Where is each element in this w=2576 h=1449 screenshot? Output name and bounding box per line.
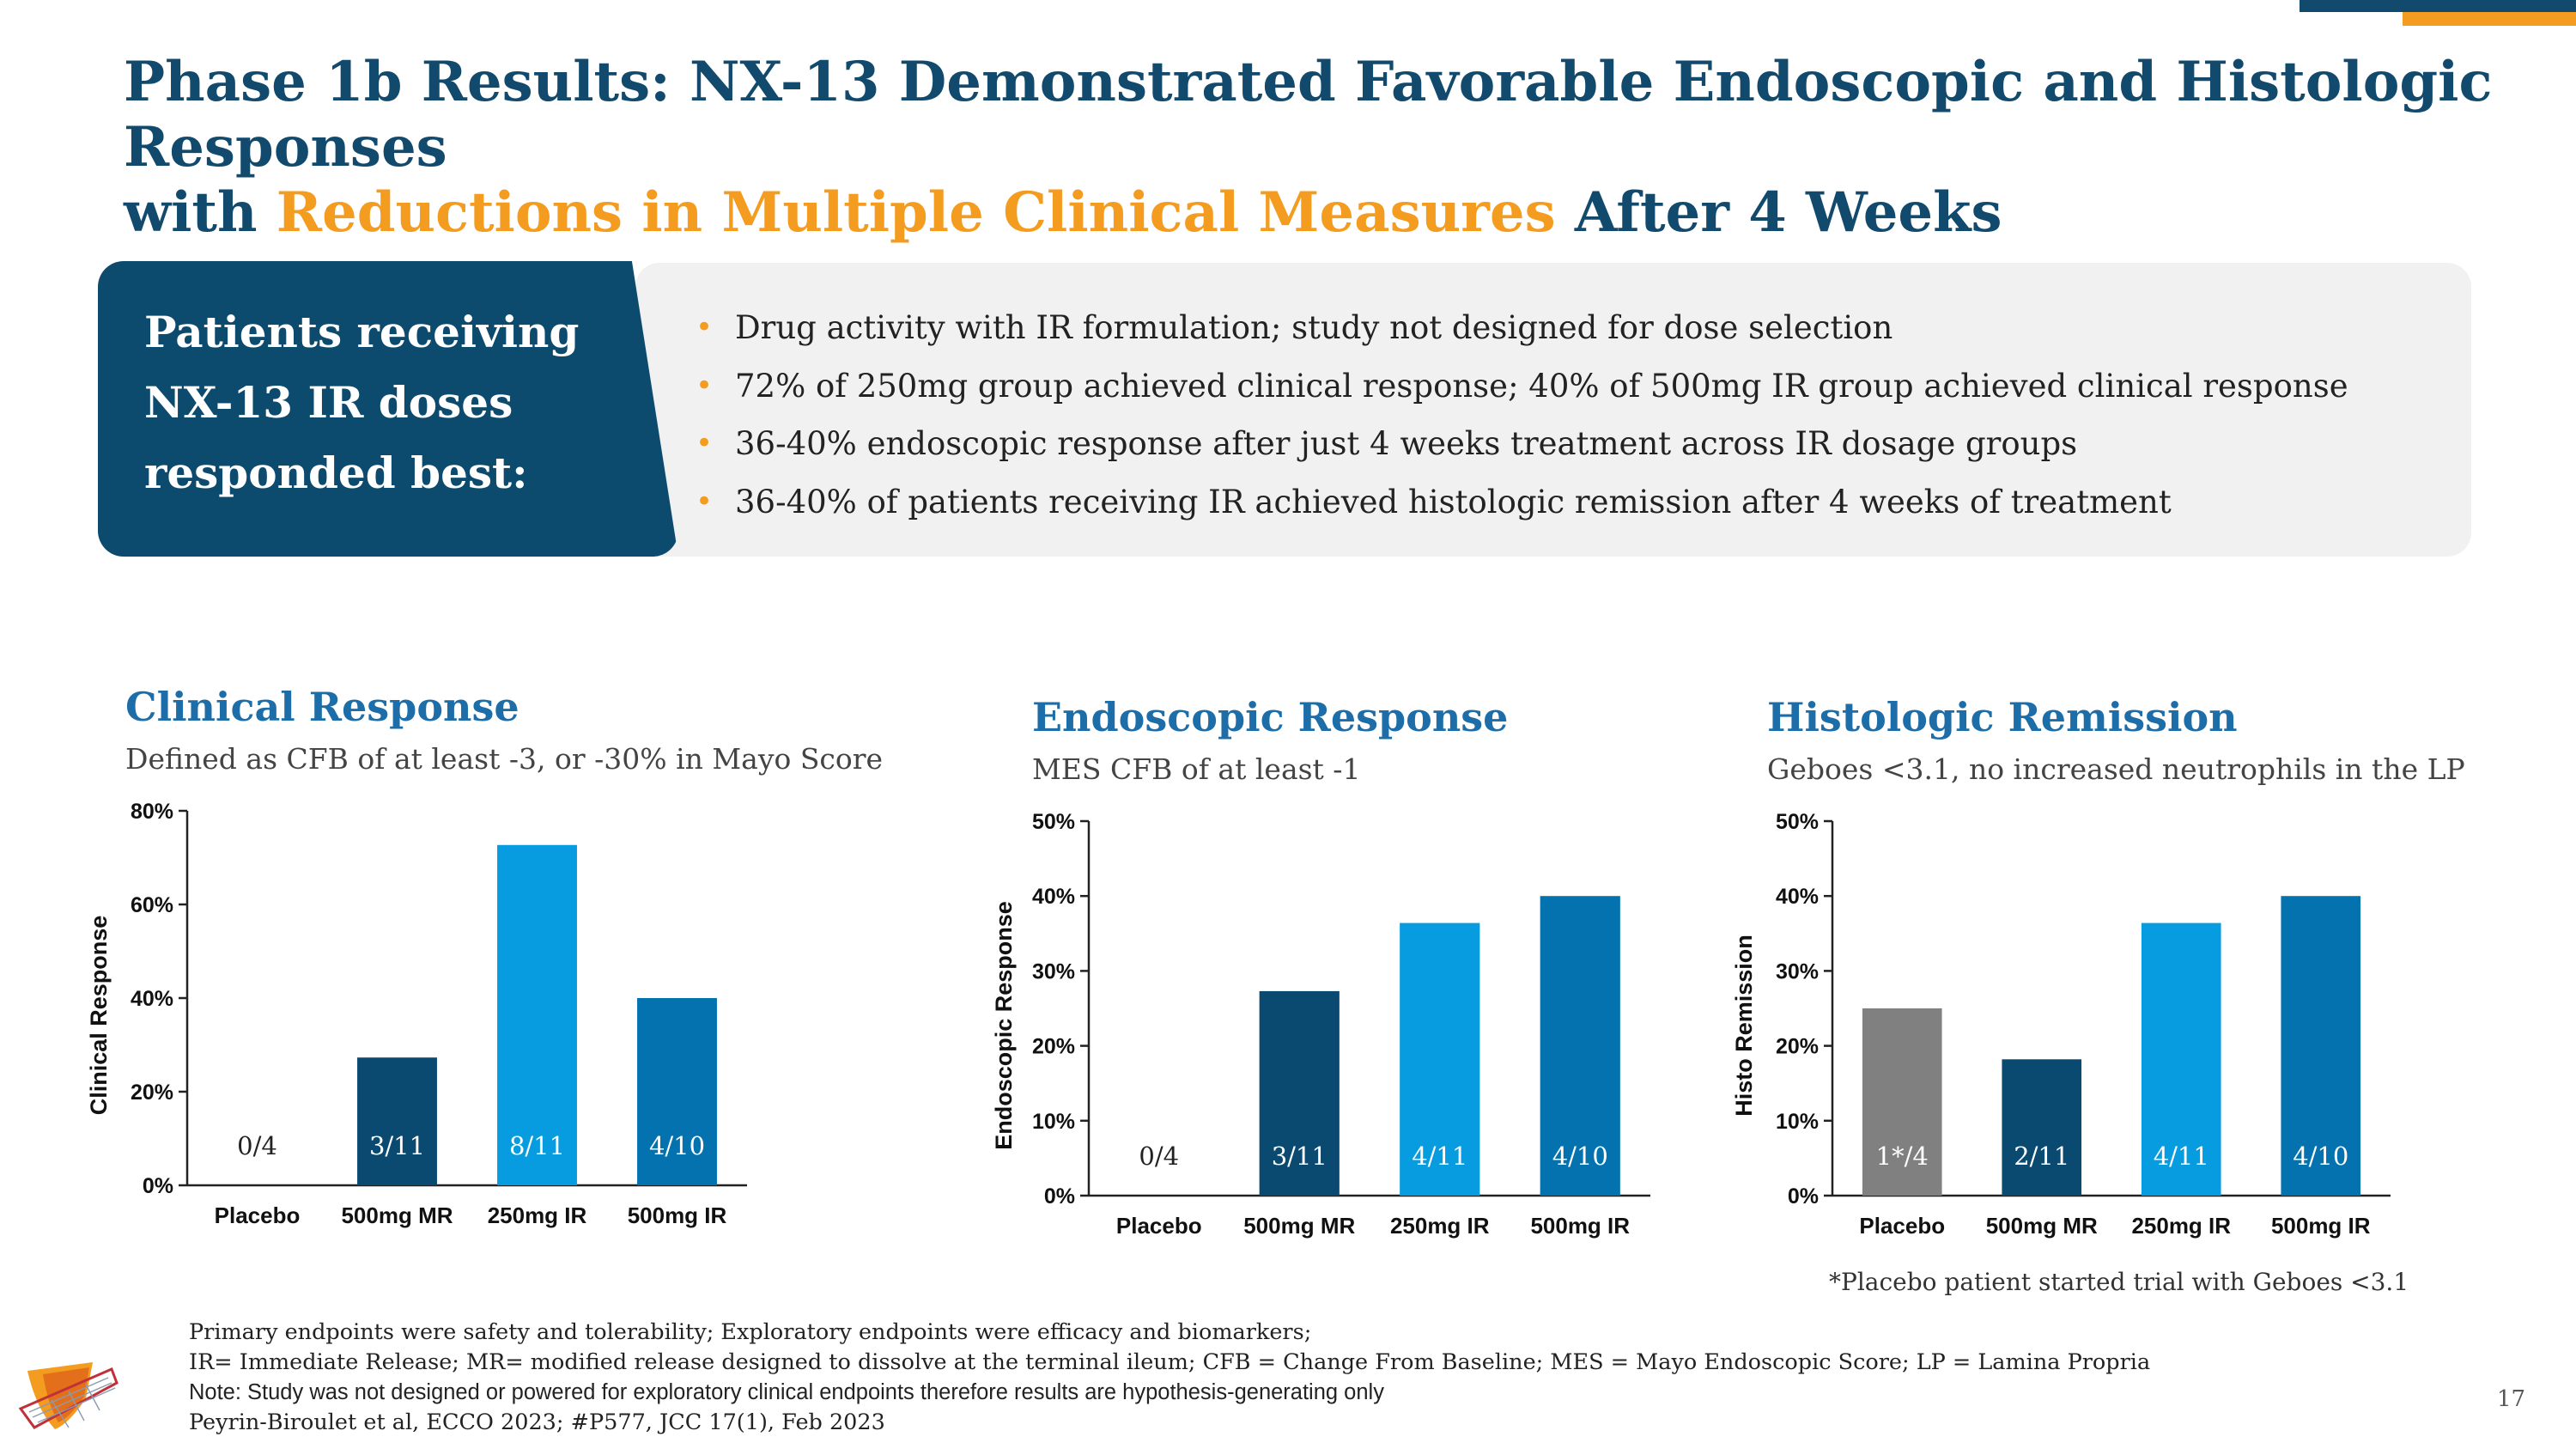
footer-line: Primary endpoints were safety and tolera… (189, 1319, 1312, 1345)
y-tick-label: 40% (1776, 885, 1819, 909)
title-line-2-suffix: After 4 Weeks (1555, 180, 2002, 245)
chart-title-clinical: Clinical Response (125, 684, 519, 730)
bar (1862, 1008, 1942, 1196)
bar (357, 1057, 437, 1185)
y-tick-label: 20% (131, 1081, 173, 1105)
top-accent-bar-gold (2403, 12, 2576, 26)
bullet-dot-icon: • (696, 368, 714, 403)
y-tick-label: 0% (1788, 1184, 1819, 1209)
callout-panel (635, 263, 2471, 557)
y-tick-label: 50% (1776, 810, 1819, 834)
company-logo-icon (18, 1362, 118, 1429)
bar (637, 998, 717, 1185)
page-number: 17 (2497, 1386, 2526, 1412)
data-label: 1*/4 (1876, 1142, 1929, 1171)
data-label: 0/4 (1139, 1142, 1179, 1171)
bar (497, 844, 577, 1185)
data-label: 2/11 (2014, 1142, 2069, 1171)
x-tick-label: 500mg MR (1243, 1213, 1355, 1239)
y-tick-label: 30% (1032, 959, 1075, 983)
bar (2002, 1059, 2082, 1196)
footer-line: IR= Immediate Release; MR= modified rele… (189, 1349, 2151, 1375)
bullet-dot-icon: • (696, 426, 714, 460)
slide-title: Phase 1b Results: NX-13 Demonstrated Fav… (124, 50, 2528, 246)
bullet-dot-icon: • (696, 310, 714, 344)
chart-subtitle-histologic: Geboes <3.1, no increased neutrophils in… (1767, 752, 2465, 786)
x-tick-label: 500mg IR (628, 1202, 727, 1228)
y-tick-label: 40% (131, 987, 173, 1011)
callout-bullet: • Drug activity with IR formulation; stud… (692, 299, 2452, 357)
y-axis-title: Histo Remission (1731, 935, 1757, 1117)
bar (1540, 896, 1620, 1196)
title-highlight: Reductions in Multiple Clinical Measures (276, 180, 1556, 245)
x-tick-label: Placebo (215, 1202, 301, 1228)
title-line-1: Phase 1b Results: NX-13 Demonstrated Fav… (124, 50, 2493, 180)
callout-bullet-text: Drug activity with IR formulation; study… (735, 309, 1893, 346)
callout-bullet: • 36-40% endoscopic response after just 4… (692, 415, 2452, 473)
title-line-2-prefix: with (124, 180, 276, 245)
callout-box: Patients receiving NX-13 IR doses respon… (98, 261, 678, 557)
x-tick-label: 250mg IR (1390, 1213, 1490, 1239)
histologic-footnote: *Placebo patient started trial with Gebo… (1829, 1268, 2409, 1296)
chart-subtitle-clinical: Defined as CFB of at least -3, or -30% i… (125, 742, 884, 776)
top-accent-bar-navy (2300, 0, 2576, 12)
data-label: 8/11 (509, 1131, 565, 1160)
callout-bullet-text: 72% of 250mg group achieved clinical res… (735, 367, 2348, 405)
bar (2281, 896, 2361, 1196)
x-tick-label: 250mg IR (488, 1202, 587, 1228)
callout-box-text: Patients receiving NX-13 IR doses respon… (144, 307, 580, 498)
data-label: 4/10 (2293, 1142, 2348, 1171)
x-tick-label: 250mg IR (2131, 1213, 2231, 1239)
footer-notes: Primary endpoints were safety and tolera… (189, 1318, 2336, 1438)
y-tick-label: 10% (1776, 1110, 1819, 1134)
data-label: 4/10 (649, 1131, 705, 1160)
data-label: 3/11 (369, 1131, 425, 1160)
y-tick-label: 0% (1044, 1184, 1075, 1209)
data-label: 4/11 (1412, 1142, 1467, 1171)
callout-bullet: • 72% of 250mg group achieved clinical re… (692, 357, 2452, 416)
y-tick-label: 10% (1032, 1110, 1075, 1134)
x-tick-label: 500mg IR (1530, 1213, 1630, 1239)
x-tick-label: Placebo (1859, 1213, 1945, 1239)
chart-title-histologic: Histologic Remission (1767, 694, 2238, 740)
chart-subtitle-endoscopic: MES CFB of at least -1 (1032, 752, 1361, 786)
data-label: 3/11 (1272, 1142, 1327, 1171)
y-tick-label: 40% (1032, 885, 1075, 909)
callout-bullet-list: • Drug activity with IR formulation; stud… (692, 299, 2452, 531)
y-tick-label: 20% (1776, 1035, 1819, 1059)
x-tick-label: Placebo (1116, 1213, 1202, 1239)
data-label: 4/11 (2154, 1142, 2209, 1171)
y-tick-label: 60% (131, 893, 173, 917)
bullet-dot-icon: • (696, 484, 714, 519)
bar (2141, 922, 2221, 1196)
y-tick-label: 80% (131, 800, 173, 824)
footer-line: Peyrin-Biroulet et al, ECCO 2023; #P577,… (189, 1409, 885, 1435)
y-axis-title: Endoscopic Response (991, 901, 1017, 1150)
title-line-2: with Reductions in Multiple Clinical Mea… (124, 180, 2528, 246)
bar (1259, 990, 1340, 1196)
data-label: 4/10 (1552, 1142, 1608, 1171)
footer-line: Note: Study was not designed or powered … (189, 1380, 1384, 1404)
y-tick-label: 0% (143, 1174, 173, 1198)
x-tick-label: 500mg IR (2271, 1213, 2371, 1239)
x-tick-label: 500mg MR (341, 1202, 453, 1228)
chart-title-endoscopic: Endoscopic Response (1032, 694, 1509, 740)
callout-bullet: • 36-40% of patients receiving IR achieve… (692, 473, 2452, 532)
callout-bullet-text: 36-40% of patients receiving IR achieved… (735, 483, 2172, 521)
y-tick-label: 30% (1776, 959, 1819, 983)
x-tick-label: 500mg MR (1986, 1213, 2098, 1239)
callout-bullet-text: 36-40% endoscopic response after just 4 … (735, 425, 2078, 462)
y-tick-label: 50% (1032, 810, 1075, 834)
y-axis-title: Clinical Response (86, 916, 112, 1116)
bar (1400, 922, 1480, 1196)
data-label: 0/4 (237, 1131, 277, 1160)
y-tick-label: 20% (1032, 1035, 1075, 1059)
